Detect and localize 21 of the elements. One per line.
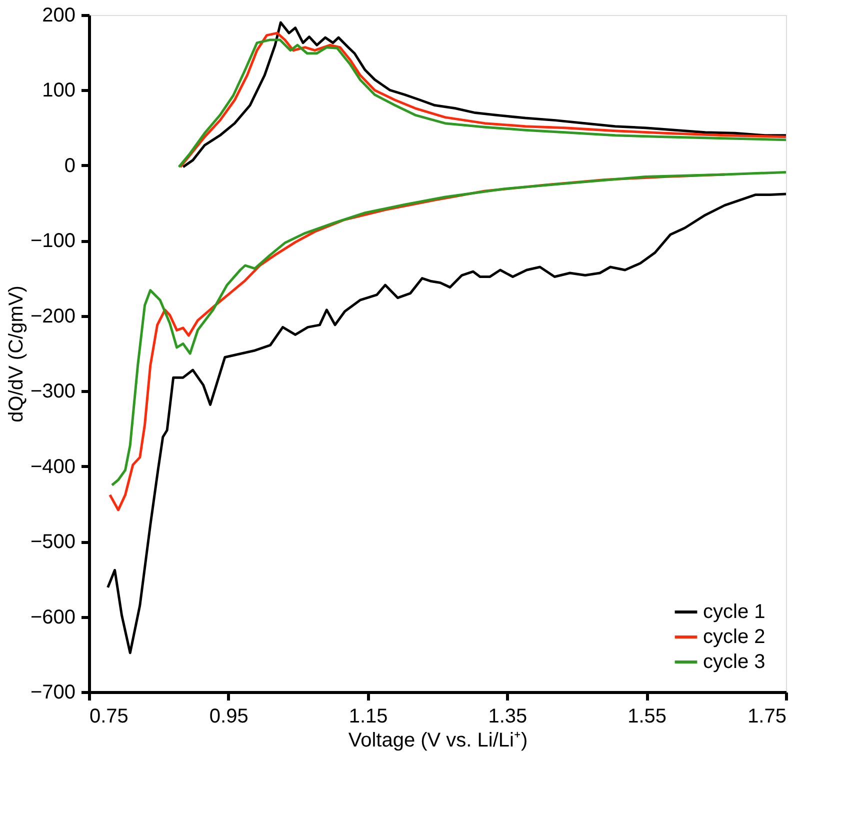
x-tick-label: 0.75	[90, 706, 128, 728]
y-tick-label: −300	[30, 380, 76, 403]
x-tick-label: 1.15	[348, 706, 388, 728]
legend-label: cycle 3	[703, 651, 766, 673]
y-tick-label: 0	[64, 154, 76, 177]
y-tick-label: −500	[30, 531, 76, 554]
x-axis-title: Voltage (V vs. Li/Li⁺)	[348, 730, 528, 752]
y-tick-label: −600	[30, 606, 76, 628]
y-tick-label: −400	[30, 456, 76, 478]
y-tick-label: 100	[42, 80, 76, 102]
y-tick-label: −100	[30, 230, 76, 252]
x-tick-label: 1.35	[488, 706, 528, 728]
x-tick-label: 1.55	[628, 706, 667, 728]
y-axis-title: dQ/dV (C/gmV)	[5, 286, 28, 422]
x-tick-label: 1.75	[748, 706, 786, 728]
y-tick-label: 200	[42, 4, 76, 26]
x-tick-label: 0.95	[209, 706, 248, 728]
y-tick-label: −700	[30, 682, 76, 704]
y-tick-label: −200	[30, 305, 76, 328]
legend-label: cycle 2	[703, 626, 766, 648]
legend-label: cycle 1	[703, 601, 766, 623]
